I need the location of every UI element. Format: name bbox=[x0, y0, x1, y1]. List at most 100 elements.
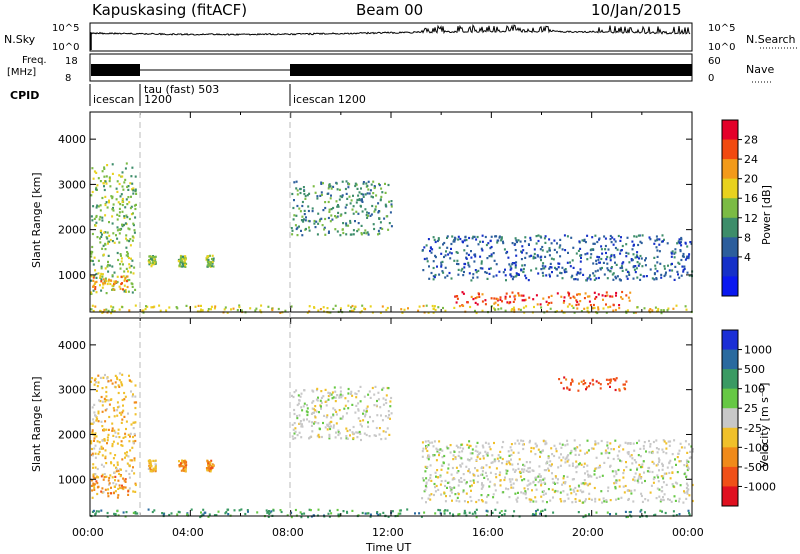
data-cell bbox=[433, 440, 436, 443]
data-cell bbox=[482, 484, 485, 487]
data-cell bbox=[522, 470, 525, 473]
data-cell bbox=[505, 292, 508, 295]
data-cell bbox=[545, 469, 548, 472]
data-cell bbox=[471, 237, 474, 240]
data-cell bbox=[321, 224, 324, 227]
data-cell bbox=[563, 376, 566, 379]
data-cell bbox=[93, 411, 96, 414]
data-cell bbox=[106, 442, 108, 445]
data-cell bbox=[132, 490, 135, 493]
data-cell bbox=[97, 410, 100, 413]
data-cell bbox=[99, 276, 102, 279]
data-cell bbox=[575, 299, 578, 302]
data-cell bbox=[100, 267, 103, 270]
data-cell bbox=[423, 490, 426, 493]
data-cell bbox=[299, 422, 302, 425]
data-cell bbox=[207, 462, 210, 465]
data-cell bbox=[634, 265, 637, 268]
data-cell bbox=[542, 493, 545, 496]
data-cell bbox=[121, 484, 123, 487]
data-cell bbox=[613, 256, 616, 259]
data-cell bbox=[499, 296, 502, 299]
power-cbar-swatch bbox=[722, 139, 738, 160]
data-cell bbox=[586, 309, 589, 312]
data-cell bbox=[535, 242, 538, 245]
data-cell bbox=[205, 467, 208, 470]
data-cell bbox=[628, 299, 631, 302]
data-cell bbox=[550, 447, 553, 450]
data-cell bbox=[290, 516, 293, 519]
data-cell bbox=[209, 470, 212, 473]
data-cell bbox=[606, 277, 609, 280]
data-cell bbox=[436, 450, 439, 453]
data-cell bbox=[556, 292, 559, 295]
data-cell bbox=[571, 478, 574, 481]
power-cbar-swatch bbox=[722, 237, 738, 258]
data-cell bbox=[684, 258, 687, 261]
data-cell bbox=[315, 389, 318, 392]
data-cell bbox=[129, 449, 132, 452]
data-cell bbox=[683, 265, 686, 268]
data-cell bbox=[577, 484, 580, 487]
data-cell bbox=[547, 469, 550, 472]
data-cell bbox=[484, 471, 487, 474]
data-cell bbox=[121, 210, 124, 213]
data-cell bbox=[103, 438, 106, 441]
data-cell bbox=[119, 267, 122, 270]
data-cell bbox=[671, 471, 674, 474]
data-cell bbox=[553, 444, 556, 447]
data-cell bbox=[335, 410, 338, 413]
data-cell bbox=[134, 511, 137, 514]
data-cell bbox=[636, 306, 639, 309]
data-cell bbox=[485, 514, 488, 517]
data-cell bbox=[161, 512, 164, 515]
data-cell bbox=[550, 301, 553, 304]
data-cell bbox=[549, 307, 552, 310]
data-cell bbox=[362, 419, 365, 422]
data-cell bbox=[91, 190, 94, 194]
data-cell bbox=[668, 444, 671, 447]
data-cell bbox=[511, 278, 514, 281]
data-cell bbox=[632, 265, 635, 268]
data-cell bbox=[368, 390, 371, 393]
data-cell bbox=[206, 265, 209, 268]
data-cell bbox=[111, 215, 114, 218]
data-cell bbox=[113, 429, 116, 432]
data-cell bbox=[436, 265, 438, 268]
data-cell bbox=[270, 510, 273, 513]
data-cell bbox=[657, 476, 660, 479]
data-cell bbox=[662, 475, 665, 478]
data-cell bbox=[135, 401, 138, 404]
data-cell bbox=[559, 491, 562, 494]
data-cell bbox=[644, 511, 646, 514]
data-cell bbox=[126, 275, 129, 278]
data-cell bbox=[178, 465, 181, 468]
data-cell bbox=[100, 420, 103, 423]
data-cell bbox=[641, 465, 644, 469]
data-cell bbox=[134, 512, 137, 515]
data-cell bbox=[376, 511, 379, 514]
data-cell bbox=[123, 215, 126, 218]
data-cell bbox=[93, 379, 96, 382]
data-cell bbox=[427, 458, 430, 461]
data-cell bbox=[108, 176, 111, 179]
data-cell bbox=[517, 462, 519, 466]
data-cell bbox=[562, 387, 565, 390]
data-cell bbox=[661, 486, 664, 489]
data-cell bbox=[653, 278, 656, 281]
data-cell bbox=[465, 238, 468, 242]
data-cell bbox=[535, 235, 538, 238]
data-cell bbox=[586, 306, 589, 310]
data-cell bbox=[446, 235, 449, 238]
data-cell bbox=[584, 253, 587, 256]
data-cell bbox=[122, 223, 125, 226]
data-cell bbox=[424, 470, 427, 473]
data-cell bbox=[549, 275, 551, 278]
data-cell bbox=[111, 197, 114, 200]
data-cell bbox=[350, 309, 353, 312]
data-cell bbox=[466, 443, 469, 446]
data-cell bbox=[506, 301, 509, 304]
data-cell bbox=[307, 205, 310, 208]
data-cell bbox=[501, 514, 503, 517]
data-cell bbox=[456, 259, 459, 262]
